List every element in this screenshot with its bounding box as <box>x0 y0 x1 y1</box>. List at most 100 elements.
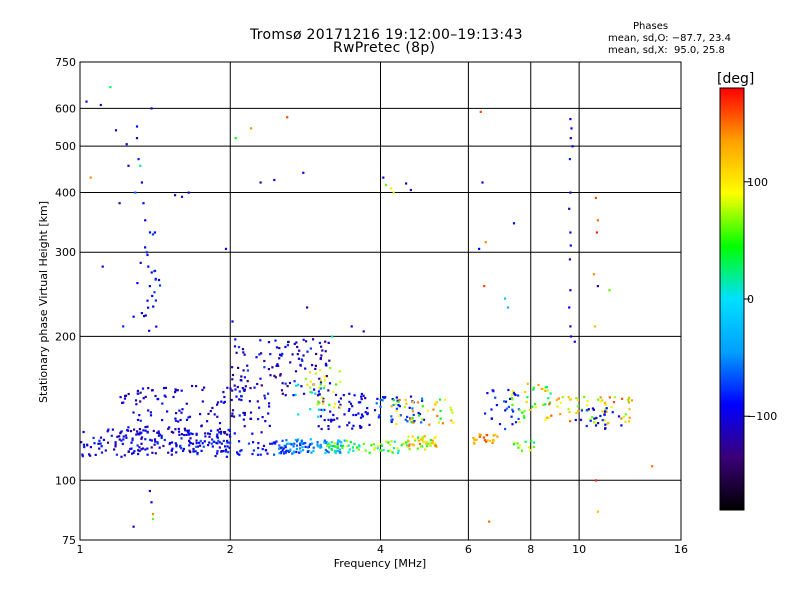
data-point <box>528 408 532 412</box>
data-point <box>224 445 227 448</box>
data-point <box>517 417 520 420</box>
data-point <box>188 449 191 452</box>
x-axis-label: Frequency [MHz] <box>334 557 426 570</box>
data-point <box>86 443 89 446</box>
data-point <box>420 438 423 441</box>
data-point <box>326 450 329 453</box>
data-point <box>630 399 633 402</box>
data-point <box>314 367 317 370</box>
data-point <box>403 405 406 409</box>
data-point <box>89 454 92 457</box>
data-point <box>589 418 592 421</box>
data-point <box>397 451 400 455</box>
data-point <box>531 405 534 408</box>
data-point <box>294 393 297 396</box>
data-point <box>170 430 173 433</box>
data-point <box>512 410 515 413</box>
data-point <box>187 431 190 434</box>
data-point <box>171 447 174 450</box>
data-point <box>137 392 140 395</box>
data-point <box>312 446 315 449</box>
data-point <box>339 403 342 406</box>
data-point <box>312 338 315 341</box>
data-point <box>511 423 514 426</box>
data-point <box>417 411 420 415</box>
data-point <box>200 449 203 452</box>
data-point <box>260 384 263 387</box>
data-point <box>238 453 241 456</box>
data-point <box>99 442 102 445</box>
data-point <box>407 435 410 438</box>
data-point <box>339 397 342 400</box>
data-point <box>338 370 341 373</box>
data-point <box>370 444 373 447</box>
data-point <box>322 399 325 402</box>
data-point <box>355 413 358 417</box>
data-point <box>119 432 122 435</box>
data-point <box>547 416 551 419</box>
data-point <box>118 202 121 205</box>
data-point <box>191 432 194 436</box>
data-point <box>409 418 412 421</box>
data-point <box>273 178 276 182</box>
data-point <box>332 390 335 393</box>
data-point <box>302 442 305 445</box>
data-point <box>289 442 292 445</box>
data-point <box>151 389 154 392</box>
data-point <box>293 380 296 383</box>
data-point <box>258 406 261 409</box>
data-point <box>122 438 125 441</box>
data-point <box>148 231 152 234</box>
data-point <box>509 397 512 400</box>
data-point <box>174 194 177 197</box>
data-point <box>359 416 363 419</box>
data-point <box>559 401 562 404</box>
data-point <box>114 445 117 448</box>
phases-header: Phases <box>633 21 669 32</box>
data-point <box>273 441 276 444</box>
data-point <box>120 439 123 442</box>
data-point <box>294 438 297 442</box>
data-point <box>383 396 386 400</box>
data-point <box>266 452 269 455</box>
data-point <box>419 445 423 448</box>
data-point <box>227 451 230 454</box>
data-point <box>187 191 190 194</box>
data-point <box>189 451 192 454</box>
data-point <box>189 432 192 435</box>
data-point <box>300 385 303 388</box>
data-point <box>523 416 526 419</box>
data-point <box>486 392 489 395</box>
data-point <box>153 231 156 234</box>
data-point <box>327 442 330 445</box>
data-point <box>450 409 453 412</box>
data-point <box>216 429 219 432</box>
data-point <box>319 387 322 390</box>
data-point <box>154 278 157 281</box>
data-point <box>549 392 552 395</box>
data-point <box>319 379 322 382</box>
data-point <box>174 417 177 420</box>
data-point <box>139 261 142 264</box>
data-point <box>206 420 209 423</box>
data-point <box>479 433 482 437</box>
data-point <box>152 305 155 308</box>
data-point <box>132 451 135 454</box>
data-point <box>168 441 172 445</box>
data-point <box>264 449 267 452</box>
data-point <box>337 400 341 403</box>
data-point <box>255 356 258 359</box>
data-point <box>249 411 253 414</box>
data-point <box>537 383 540 387</box>
data-point <box>120 455 123 458</box>
data-point <box>569 244 572 247</box>
data-point <box>330 420 333 423</box>
data-point <box>111 428 114 431</box>
data-point <box>222 450 225 453</box>
data-point <box>107 428 110 431</box>
data-point <box>292 443 295 446</box>
data-point <box>281 382 284 385</box>
data-point <box>278 444 281 447</box>
data-point <box>257 418 260 421</box>
data-point <box>478 435 481 438</box>
